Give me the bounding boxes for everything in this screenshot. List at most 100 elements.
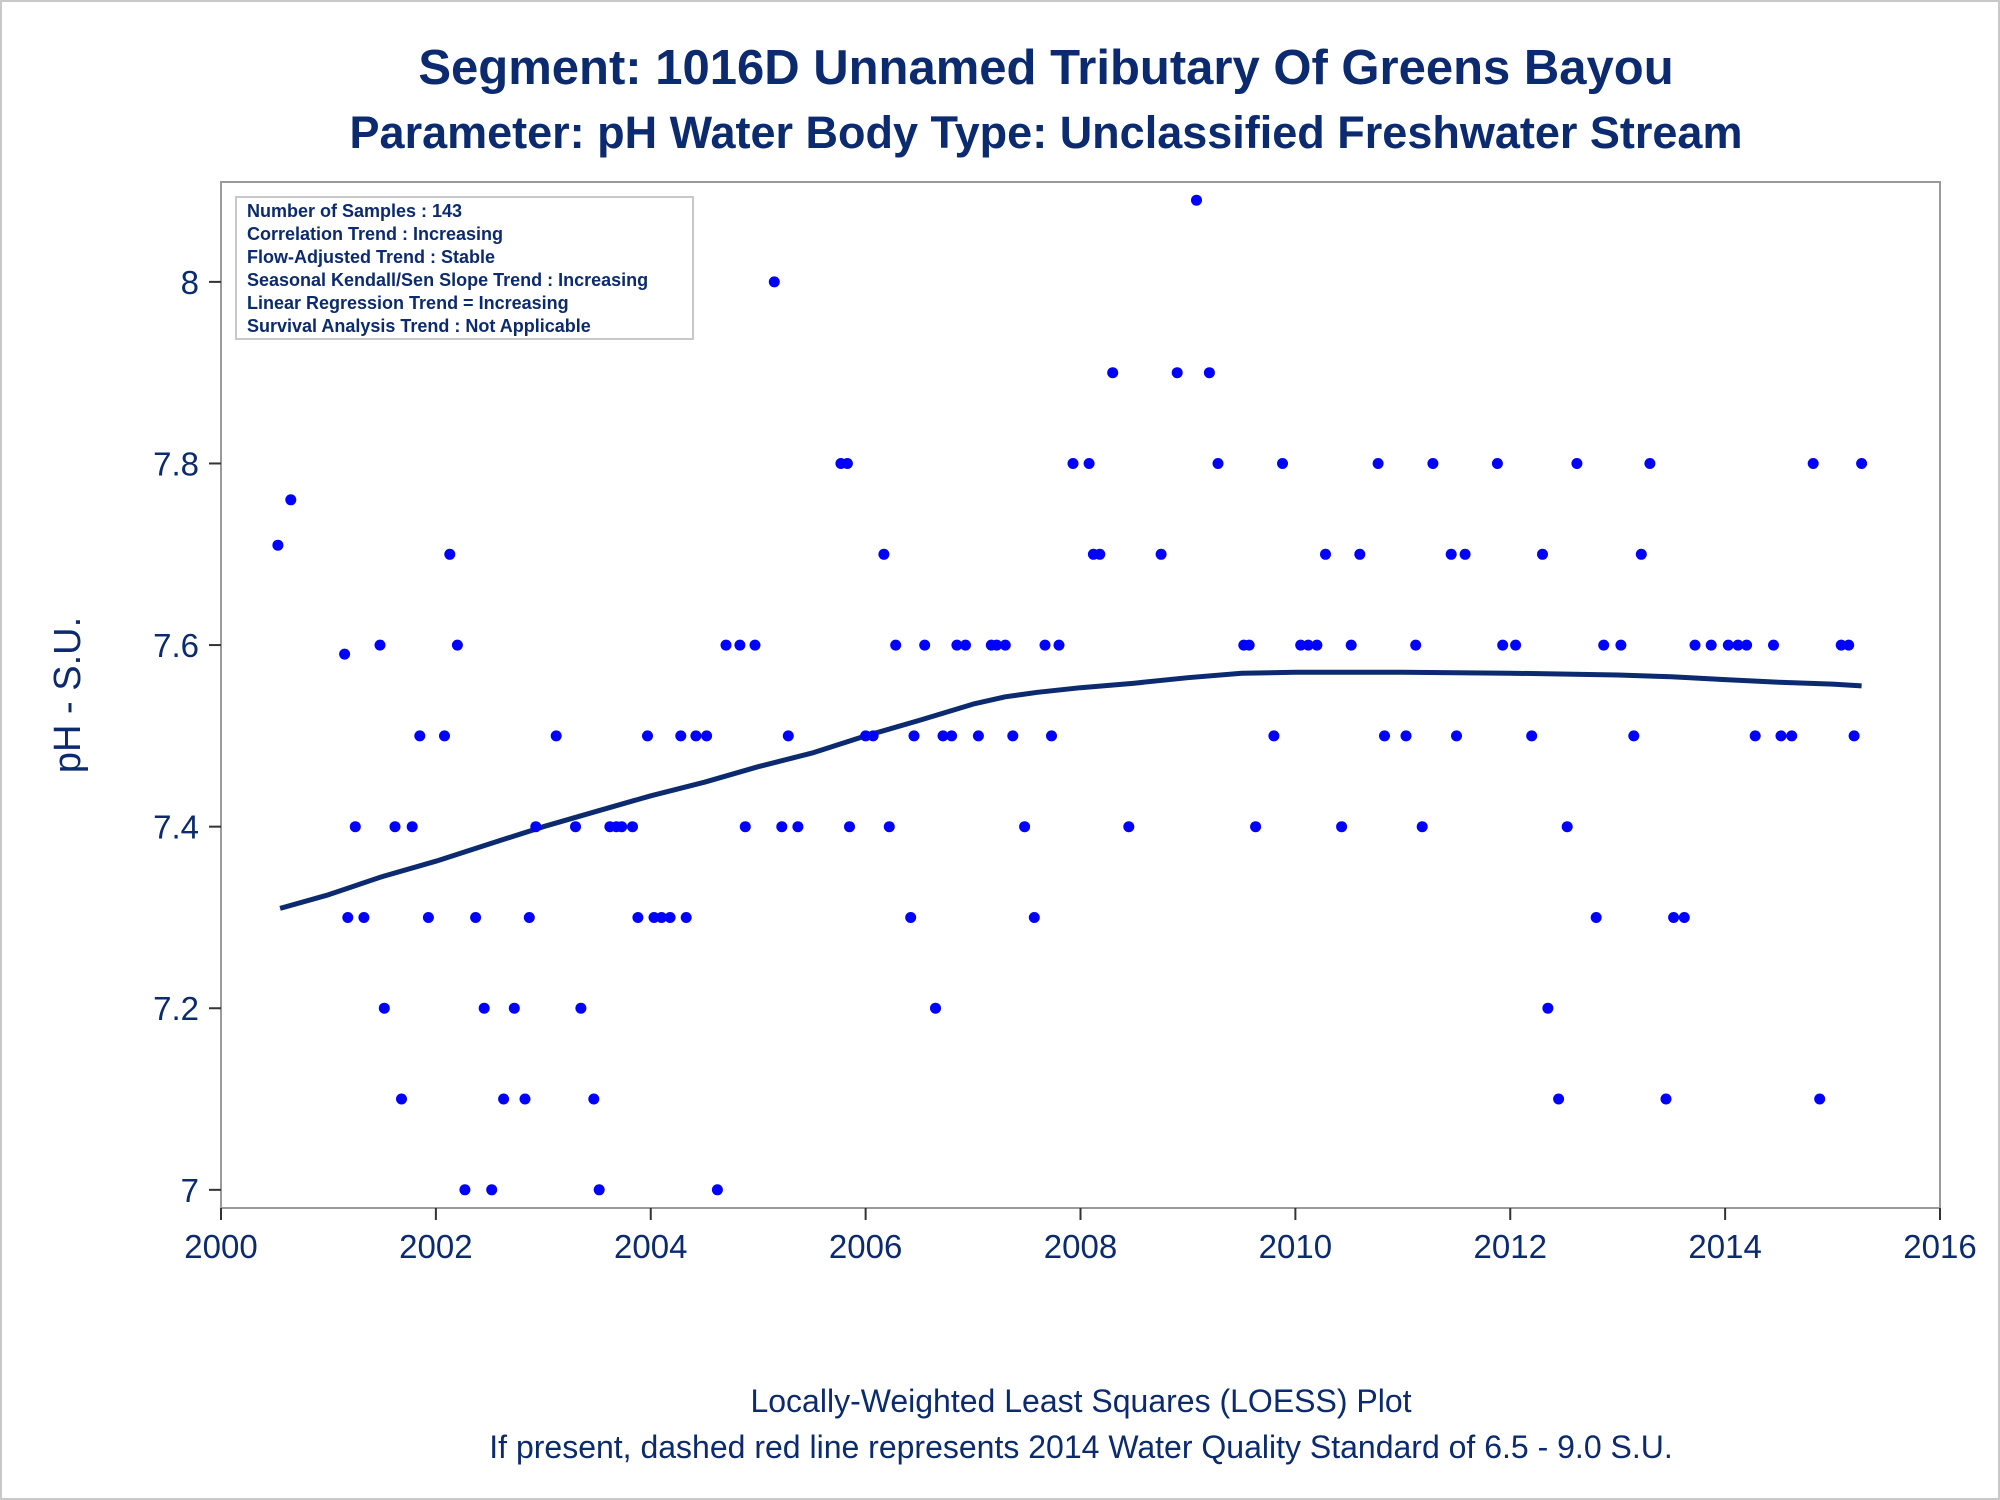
data-point [486, 1184, 498, 1196]
data-point [1053, 639, 1065, 651]
data-point [1400, 730, 1412, 742]
data-point [627, 821, 638, 833]
y-tick-label: 7.6 [153, 627, 199, 664]
chart-title: Segment: 1016D Unnamed Tributary Of Gree… [418, 41, 1673, 95]
y-tick-label: 7.4 [153, 809, 199, 846]
data-point [1379, 730, 1390, 742]
data-point [1243, 639, 1255, 651]
data-point [951, 639, 963, 651]
x-axis: 2000 2002 2004 2006 2008 2010 2012 2014 2016 [184, 1208, 1977, 1265]
data-point [470, 912, 482, 923]
x-tick-label: 2016 [1903, 1228, 1976, 1265]
data-point [664, 912, 676, 923]
data-point [1526, 730, 1538, 742]
data-point [1856, 458, 1868, 469]
info-samples: Number of Samples : 143 [247, 201, 462, 221]
data-point [1268, 730, 1280, 742]
y-tick-label: 7.2 [153, 990, 199, 1027]
data-point [451, 639, 463, 651]
data-point [972, 730, 984, 742]
x-tick-label: 2004 [614, 1228, 687, 1265]
data-point [1814, 1093, 1826, 1105]
data-point [841, 458, 853, 469]
data-point [1497, 639, 1509, 651]
data-point [1598, 639, 1610, 651]
data-point [739, 821, 751, 833]
data-point [890, 639, 902, 651]
data-point [1416, 821, 1428, 833]
data-point [1668, 912, 1680, 923]
x-tick-label: 2000 [184, 1228, 257, 1265]
y-tick-label: 7 [181, 1172, 199, 1209]
data-point [878, 548, 890, 560]
x-tick-label: 2008 [1044, 1228, 1117, 1265]
data-point [523, 912, 535, 923]
data-point [575, 1002, 587, 1014]
data-point [937, 730, 949, 742]
data-point [776, 821, 788, 833]
info-box-frame [235, 196, 694, 340]
data-point [1067, 458, 1079, 469]
data-point [1345, 639, 1357, 651]
data-point [711, 1184, 723, 1196]
data-point [1083, 458, 1095, 469]
info-flow-adjusted: Flow-Adjusted Trend : Stable [247, 247, 495, 267]
data-point [1722, 639, 1734, 651]
data-point [1510, 639, 1522, 651]
loess-line [279, 669, 1862, 911]
data-point [946, 730, 958, 742]
data-point [1459, 548, 1471, 560]
data-point [358, 912, 370, 923]
y-axis-label: pH - S.U. [47, 617, 89, 773]
data-point [1615, 639, 1627, 651]
data-point [498, 1093, 510, 1105]
data-point [444, 548, 456, 560]
data-point [1775, 730, 1787, 742]
data-point [439, 730, 450, 742]
data-point [1561, 821, 1573, 833]
data-point [1354, 548, 1366, 560]
data-point [389, 821, 401, 833]
data-point [1678, 912, 1690, 923]
data-point [1039, 639, 1051, 651]
data-point [1302, 639, 1314, 651]
y-axis: 7 7.2 7.4 7.6 7.8 8 [153, 264, 221, 1209]
data-point [374, 639, 386, 651]
data-point [1749, 730, 1761, 742]
data-point [1311, 639, 1323, 651]
data-point [1028, 912, 1040, 923]
data-point [422, 912, 434, 923]
data-point [632, 912, 644, 923]
data-point [1732, 639, 1744, 651]
data-point [406, 821, 418, 833]
data-point [930, 1002, 941, 1014]
data-point [1843, 639, 1855, 651]
data-point [1372, 458, 1384, 469]
info-survival: Survival Analysis Trend : Not Applicable [247, 316, 591, 336]
data-point [768, 276, 780, 288]
data-point [1660, 1093, 1672, 1105]
data-point [883, 821, 895, 833]
data-point [1191, 194, 1202, 206]
data-point [1553, 1093, 1565, 1105]
data-point [1491, 458, 1503, 469]
data-point [1203, 367, 1215, 379]
y-tick-label: 8 [181, 264, 199, 301]
footnote-standard: If present, dashed red line represents 2… [489, 1429, 1672, 1465]
y-tick-label: 7.8 [153, 445, 199, 482]
data-point [905, 912, 917, 923]
data-point [1768, 639, 1779, 651]
data-point [349, 821, 361, 833]
data-point [414, 730, 426, 742]
data-point [396, 1093, 407, 1105]
data-point [1628, 730, 1640, 742]
data-point [342, 912, 354, 923]
data-point [867, 730, 879, 742]
data-point [734, 639, 746, 651]
data-point [1786, 730, 1798, 742]
data-point [675, 730, 687, 742]
data-point [656, 912, 667, 923]
loess-layer [279, 669, 1862, 911]
data-point [1571, 458, 1583, 469]
data-point [272, 539, 284, 551]
